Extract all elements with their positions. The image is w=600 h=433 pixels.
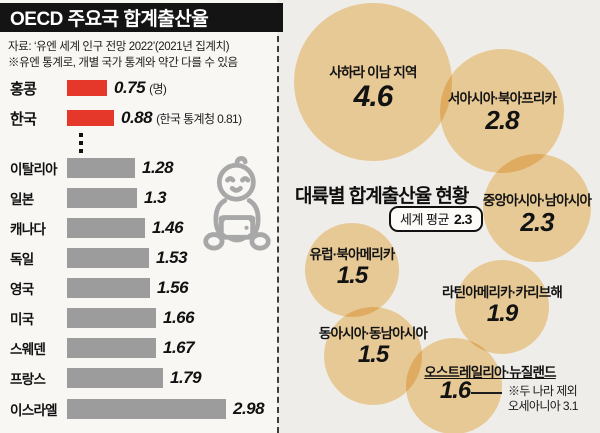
world-average-badge: 세계 평균 2.3 bbox=[389, 206, 483, 232]
fertility-bar bbox=[67, 399, 226, 419]
fertility-bar bbox=[67, 338, 156, 358]
country-label: 캐나다 bbox=[10, 222, 46, 237]
bubble-east-asia bbox=[324, 307, 422, 405]
country-label: 스웨덴 bbox=[10, 342, 46, 357]
bar-row-italy: 이탈리아 1.28 bbox=[10, 158, 174, 178]
bubble-label-oceania: 오스트레일리아·뉴질랜드 bbox=[424, 365, 556, 380]
bubble-text-east-asia: 동아시아·동남아시아 1.5 bbox=[300, 325, 446, 367]
bubble-value: 1.5 bbox=[336, 262, 368, 289]
bubble-label: 사하라 이남 지역 bbox=[329, 65, 417, 80]
bar-row-uk: 영국 1.56 bbox=[10, 278, 189, 298]
bar-suffix: (명) bbox=[149, 81, 167, 96]
bubble-label: 동아시아·동남아시아 bbox=[318, 326, 428, 341]
source-note-line2: ※유엔 통계로, 개별 국가 통계와 약간 다를 수 있음 bbox=[8, 57, 238, 69]
bar-value: 1.56 bbox=[157, 278, 189, 297]
fertility-bar bbox=[67, 308, 156, 328]
country-label: 이탈리아 bbox=[10, 162, 58, 177]
bar-value: 1.3 bbox=[144, 188, 167, 207]
fertility-bar bbox=[67, 248, 149, 268]
bubble-europe-na bbox=[305, 223, 399, 317]
bubble-value: 1.5 bbox=[357, 341, 389, 368]
panel-divider bbox=[277, 36, 279, 433]
fertility-bar bbox=[67, 110, 114, 126]
fertility-bar bbox=[67, 80, 107, 96]
footnote-connector-line bbox=[471, 392, 502, 394]
fertility-bar bbox=[67, 278, 150, 298]
bar-value: 1.46 bbox=[152, 218, 184, 237]
ellipsis-dot bbox=[79, 133, 83, 137]
country-label: 일본 bbox=[10, 192, 34, 207]
fertility-bar bbox=[67, 158, 135, 178]
country-label: 독일 bbox=[10, 252, 34, 267]
bar-suffix: (한국 통계청 0.81) bbox=[156, 111, 242, 126]
bubble-label: 라틴아메리카·카리브해 bbox=[442, 285, 563, 300]
country-label: 이스라엘 bbox=[10, 403, 58, 418]
bar-value: 0.88 bbox=[121, 108, 153, 127]
bar-row-germany: 독일 1.53 bbox=[10, 248, 188, 268]
footnote-line2: 오세아니아 3.1 bbox=[508, 399, 578, 413]
bar-row-korea: 한국 0.88 (한국 통계청 0.81) bbox=[10, 108, 242, 128]
bubble-text-west-asia: 서아시아·북아프리카 2.8 bbox=[420, 90, 584, 134]
bar-value: 1.53 bbox=[156, 248, 188, 267]
bubble-latin-america bbox=[455, 260, 549, 354]
bubble-chart-title: 대륙별 합계출산율 현황 bbox=[295, 186, 469, 207]
world-average-value: 2.3 bbox=[453, 210, 472, 227]
bubble-label: 유럽·북아메리카 bbox=[309, 247, 395, 262]
bar-value: 1.79 bbox=[170, 368, 202, 387]
bar-row-canada: 캐나다 1.46 bbox=[10, 218, 184, 238]
bar-row-france: 프랑스 1.79 bbox=[10, 368, 202, 388]
bubble-value: 1.9 bbox=[486, 300, 518, 327]
chart-title: OECD 주요국 합계출산율 bbox=[10, 9, 209, 30]
ellipsis-dot bbox=[79, 149, 83, 153]
country-label: 홍콩 bbox=[10, 80, 37, 98]
ellipsis-icon bbox=[79, 133, 83, 153]
fertility-bar bbox=[67, 218, 145, 238]
footnote-line1: ※두 나라 제외 bbox=[508, 384, 578, 398]
bubble-oceania bbox=[406, 338, 502, 433]
bubble-value: 4.6 bbox=[353, 80, 394, 113]
country-label: 미국 bbox=[10, 312, 34, 327]
country-label: 프랑스 bbox=[10, 372, 46, 387]
ellipsis-dot bbox=[79, 141, 83, 145]
bar-value: 0.75 bbox=[114, 78, 146, 97]
bar-value: 2.98 bbox=[233, 399, 265, 418]
bubble-text-sub-saharan: 사하라 이남 지역 4.6 bbox=[294, 64, 452, 113]
bar-row-israel: 이스라엘 2.98 bbox=[10, 399, 265, 419]
bubble-text-central-asia: 중앙아시아·남아시아 2.3 bbox=[452, 192, 600, 236]
bubble-value: 2.8 bbox=[485, 105, 519, 135]
world-average-label: 세계 평균 bbox=[400, 212, 449, 227]
bar-value: 1.28 bbox=[142, 158, 174, 177]
bar-value: 1.66 bbox=[163, 308, 195, 327]
bubble-west-asia bbox=[440, 49, 564, 173]
bubble-label: 서아시아·북아프리카 bbox=[447, 91, 557, 106]
bar-row-usa: 미국 1.66 bbox=[10, 308, 195, 328]
chart-title-bar: OECD 주요국 합계출산율 bbox=[0, 3, 283, 32]
source-note-line1: 자료: ‘유엔 세계 인구 전망 2022’(2021년 집계치) bbox=[8, 41, 230, 53]
bar-value: 1.67 bbox=[163, 338, 195, 357]
bubble-value-oceania: 1.6 bbox=[439, 377, 471, 404]
bubble-text-latin-america: 라틴아메리카·카리브해 1.9 bbox=[422, 284, 582, 326]
country-label: 영국 bbox=[10, 282, 34, 297]
baby-icon bbox=[203, 156, 271, 251]
bar-row-japan: 일본 1.3 bbox=[10, 188, 167, 208]
footnote: ※두 나라 제외 오세아니아 3.1 bbox=[508, 384, 578, 414]
fertility-bar bbox=[67, 368, 163, 388]
bubble-value: 2.3 bbox=[520, 207, 554, 237]
bubble-label: 중앙아시아·남아시아 bbox=[482, 193, 592, 208]
bubble-sub-saharan bbox=[294, 3, 452, 161]
fertility-bar bbox=[67, 188, 137, 208]
bar-row-sweden: 스웨덴 1.67 bbox=[10, 338, 195, 358]
bubble-central-asia bbox=[483, 154, 591, 262]
bubble-text-europe-na: 유럽·북아메리카 1.5 bbox=[294, 246, 410, 288]
country-label: 한국 bbox=[10, 110, 37, 128]
bar-row-hongkong: 홍콩 0.75 (명) bbox=[10, 78, 167, 98]
